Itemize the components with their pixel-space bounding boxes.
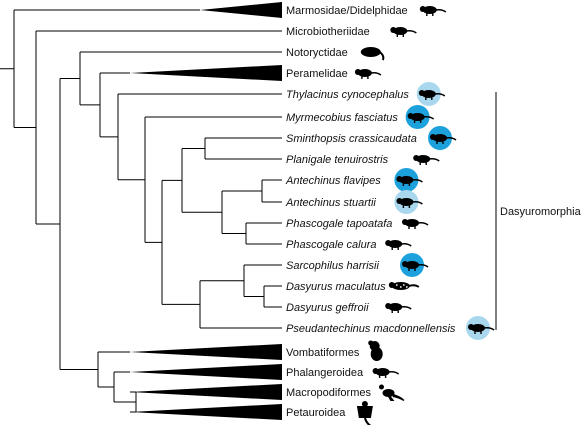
phascogale-icon <box>385 240 412 250</box>
marsupial-mole-icon <box>360 47 385 61</box>
tip-label-antechinus-stuartii: Antechinus stuartii <box>285 197 376 209</box>
phascogale-icon <box>402 219 429 229</box>
tip-labels: Marmosidae/Didelphidae Microbiotheriidae N… <box>285 5 456 419</box>
quoll-icon <box>385 303 412 313</box>
tip-label-petauroidea: Petauroidea <box>286 407 346 419</box>
tip-label-macropodiformes: Macropodiformes <box>286 387 371 399</box>
tip-label-marmosidae: Marmosidae/Didelphidae <box>286 5 408 17</box>
planigale-icon <box>413 155 440 165</box>
tip-label-vombatiformes: Vombatiformes <box>286 347 360 359</box>
tip-label-notoryctidae: Notoryctidae <box>286 47 348 59</box>
genome-highlight-circles <box>394 82 490 340</box>
wedge-marmosidae <box>200 2 282 18</box>
tip-label-phascogale-tapoatafa: Phascogale tapoatafa <box>286 218 392 230</box>
dasyuromorphia-bracket: Dasyuromorphia <box>495 92 582 330</box>
kangaroo-icon <box>379 384 405 401</box>
wedge-phalangeroidea <box>130 364 282 380</box>
tree-branches <box>0 9 282 413</box>
bracket-label: Dasyuromorphia <box>500 206 582 218</box>
thylacine-icon <box>418 90 446 100</box>
monito-del-monte-icon <box>390 27 417 37</box>
tip-label-sarcophilus: Sarcophilus harrisii <box>286 260 379 272</box>
tip-label-antechinus-flavipes: Antechinus flavipes <box>285 175 381 187</box>
tip-label-sminthopsis: Sminthopsis crassicaudata <box>286 133 417 145</box>
tip-label-phascogale-calura: Phascogale calura <box>286 239 377 251</box>
koala-icon <box>368 340 383 361</box>
tip-label-microbiotheriidae: Microbiotheriidae <box>286 26 370 38</box>
wedge-vombatiformes <box>130 344 282 360</box>
tip-label-dasyurus-geffroii: Dasyurus geffroii <box>286 302 369 314</box>
collapsed-clade-wedges <box>130 2 282 420</box>
tip-label-dasyurus-maculatus: Dasyurus maculatus <box>286 281 386 293</box>
dunnart-icon <box>430 134 457 144</box>
spotted-quoll-icon <box>388 282 420 290</box>
tip-label-peramelidae: Peramelidae <box>286 68 348 80</box>
numbat-icon <box>407 113 435 123</box>
animal-silhouettes <box>354 6 495 425</box>
antechinus-icon <box>396 176 423 186</box>
wedge-macropodiformes <box>130 384 282 400</box>
tip-label-planigale: Planigale tenuirostris <box>286 154 389 166</box>
opossum-icon <box>419 6 447 16</box>
glider-icon <box>356 401 373 425</box>
tip-label-thylacinus: Thylacinus cynocephalus <box>286 89 409 101</box>
possum-icon <box>372 368 400 378</box>
bandicoot-icon <box>354 69 382 79</box>
tip-label-phalangeroidea: Phalangeroidea <box>286 367 364 379</box>
antechinus-icon <box>396 198 423 208</box>
tasmanian-devil-icon <box>402 261 429 271</box>
pseudantechinus-icon <box>468 324 495 334</box>
tip-label-myrmecobius: Myrmecobius fasciatus <box>286 112 398 124</box>
tip-label-pseudantechinus: Pseudantechinus macdonnellensis <box>286 323 456 335</box>
wedge-peramelidae <box>130 65 282 81</box>
wedge-petauroidea <box>130 404 282 420</box>
